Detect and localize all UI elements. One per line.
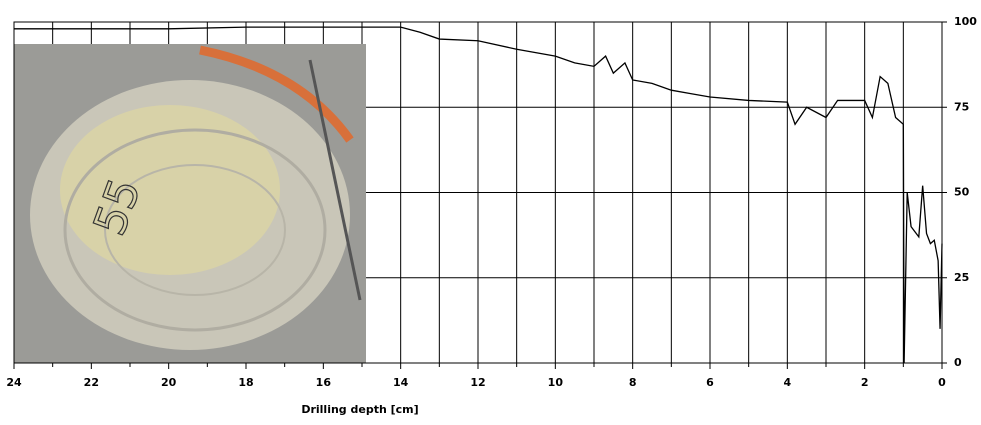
x-tick-label: 18 bbox=[238, 376, 253, 389]
inset-photo bbox=[14, 44, 366, 363]
y-tick-label: 0 bbox=[954, 356, 962, 369]
x-tick-label: 12 bbox=[470, 376, 485, 389]
y-tick-label: 100 bbox=[954, 15, 977, 28]
x-tick-label: 6 bbox=[706, 376, 714, 389]
data-line bbox=[14, 26, 943, 364]
y-tick-label: 25 bbox=[954, 271, 969, 284]
x-tick-label: 20 bbox=[161, 376, 177, 389]
x-tick-label: 24 bbox=[6, 376, 22, 389]
y-tick-label: 75 bbox=[954, 100, 969, 113]
x-tick-label: 16 bbox=[316, 376, 332, 389]
x-axis-label: Drilling depth [cm] bbox=[301, 403, 418, 416]
x-tick-label: 4 bbox=[784, 376, 792, 389]
x-tick-label: 14 bbox=[393, 376, 409, 389]
y-tick-label: 50 bbox=[954, 186, 970, 199]
x-tick-label: 10 bbox=[548, 376, 564, 389]
x-tick-label: 8 bbox=[629, 376, 637, 389]
x-tick-label: 0 bbox=[938, 376, 946, 389]
x-tick-label: 22 bbox=[84, 376, 99, 389]
x-tick-label: 2 bbox=[861, 376, 869, 389]
